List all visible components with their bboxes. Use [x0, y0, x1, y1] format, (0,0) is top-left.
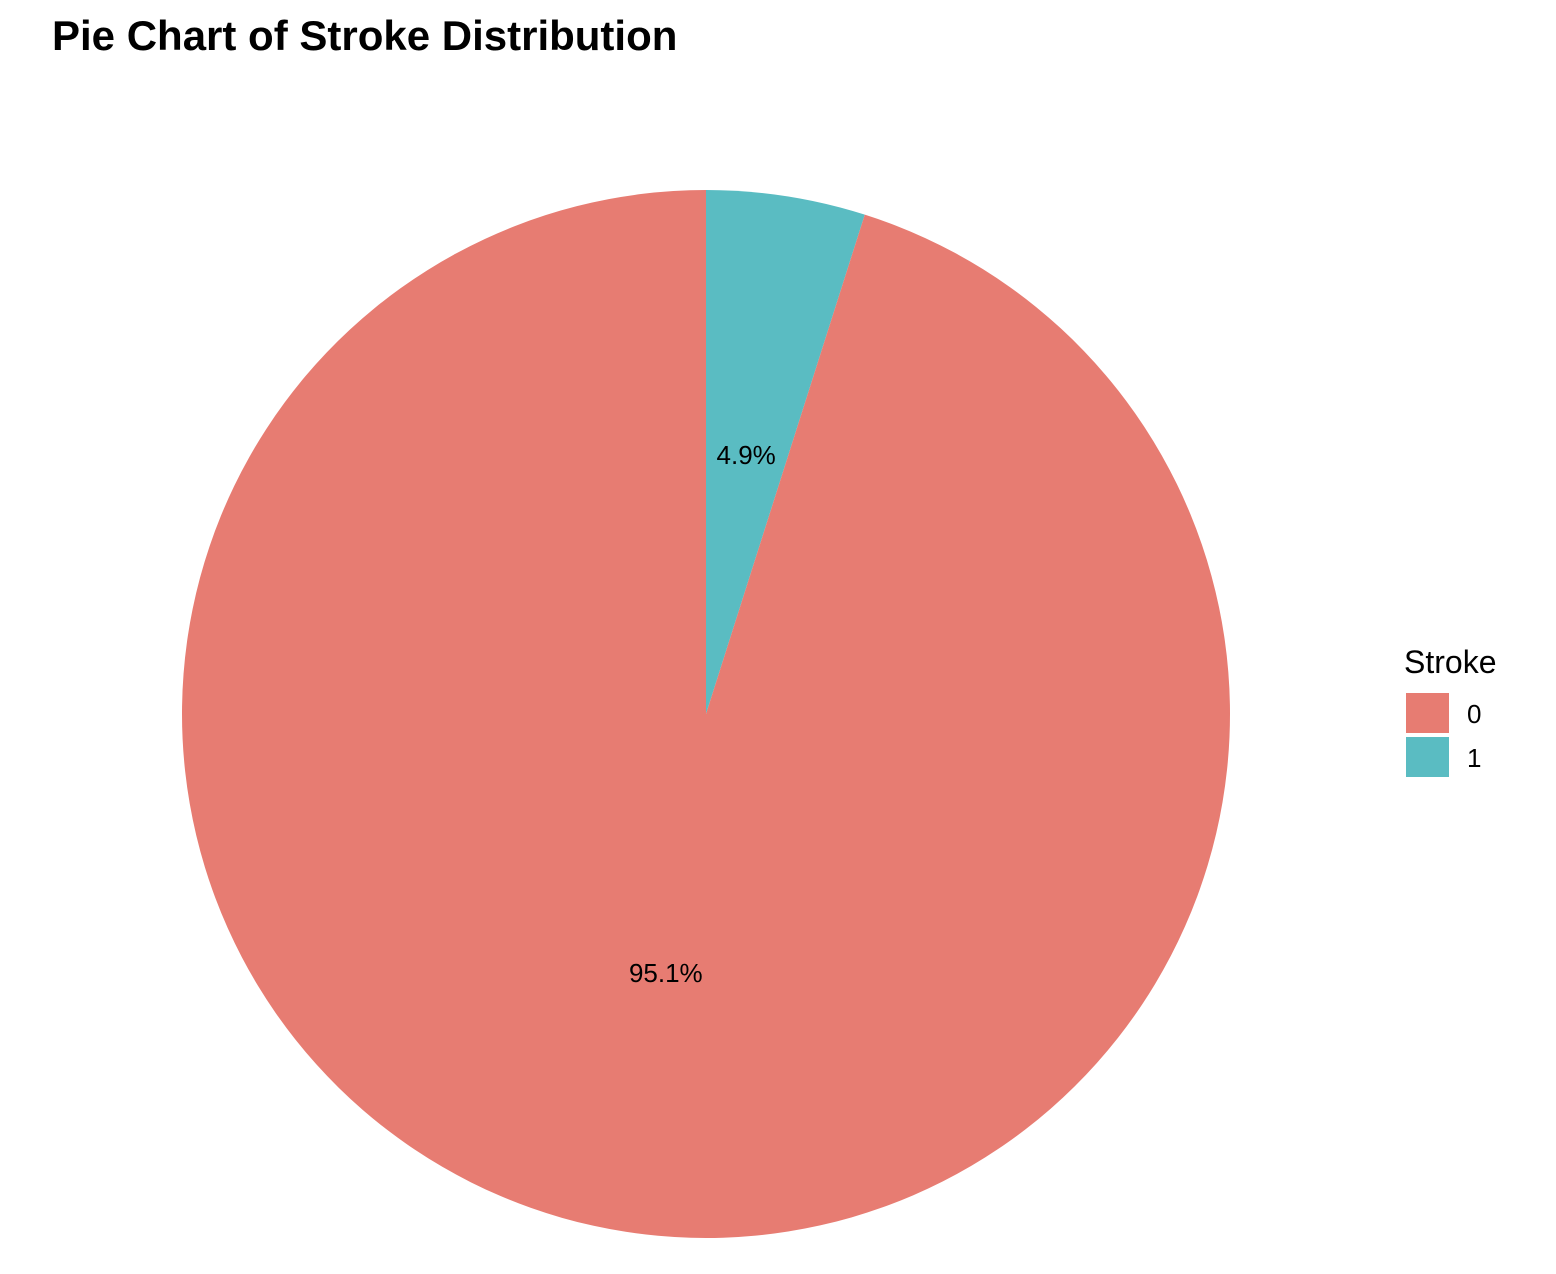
legend-label-0: 0 — [1467, 698, 1482, 729]
legend-label-1: 1 — [1467, 742, 1482, 773]
pie-slice-0 — [181, 190, 1231, 1238]
pie-label-0: 95.1% — [629, 958, 703, 988]
pie-slices — [181, 190, 1231, 1238]
pie-slice-1 — [706, 190, 865, 714]
legend-key-0 — [1406, 693, 1449, 735]
legend-key-1 — [1406, 737, 1449, 779]
legend-title: Stroke — [1404, 644, 1497, 680]
legend-item-1: 1 — [1404, 736, 1496, 780]
chart-title: Pie Chart of Stroke Distribution — [52, 12, 678, 59]
legend: Stroke 0 1 — [1404, 642, 1496, 780]
pie-label-1: 4.9% — [717, 440, 776, 470]
pie-labels: 4.9% 95.1% — [629, 440, 776, 988]
legend-item-0: 0 — [1404, 692, 1496, 736]
